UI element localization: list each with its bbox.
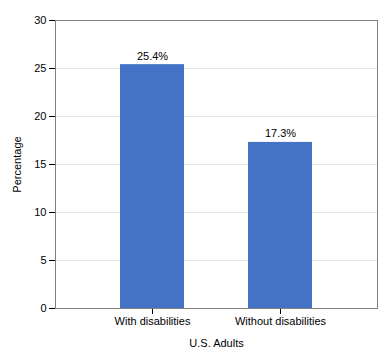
svg-text:15: 15 xyxy=(34,158,46,170)
svg-text:10: 10 xyxy=(34,206,46,218)
svg-text:0: 0 xyxy=(40,302,46,314)
svg-text:With disabilities: With disabilities xyxy=(115,315,191,327)
svg-text:17.3%: 17.3% xyxy=(265,127,296,139)
svg-text:Without disabilities: Without disabilities xyxy=(235,315,327,327)
svg-text:Percentage: Percentage xyxy=(11,136,23,192)
svg-text:U.S. Adults: U.S. Adults xyxy=(189,337,244,349)
svg-text:20: 20 xyxy=(34,110,46,122)
svg-text:5: 5 xyxy=(40,254,46,266)
svg-text:30: 30 xyxy=(34,14,46,26)
svg-text:25.4%: 25.4% xyxy=(137,50,168,62)
svg-text:25: 25 xyxy=(34,62,46,74)
